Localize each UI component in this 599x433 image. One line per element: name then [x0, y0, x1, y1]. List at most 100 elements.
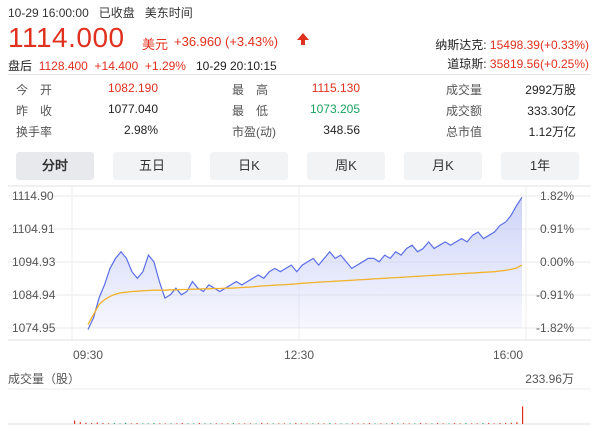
- average-price-line: [87, 264, 523, 325]
- divider: [8, 74, 591, 75]
- volume-bar: [289, 423, 291, 424]
- volume-bar: [471, 423, 473, 424]
- volume-bar: [431, 423, 433, 424]
- after-hours-price: 1128.400: [38, 59, 88, 73]
- y-right-tick: -0.91%: [536, 288, 574, 302]
- volume-bar: [436, 423, 439, 424]
- volume-bar: [363, 423, 365, 424]
- volume-bar: [119, 423, 121, 424]
- index-name: 道琼斯:: [447, 57, 487, 71]
- volume-bar: [244, 423, 246, 424]
- volume-bar: [136, 423, 138, 424]
- volume-bar: [249, 423, 251, 424]
- price-change: +36.960 (+3.43%): [174, 34, 278, 49]
- volume-bar: [266, 423, 268, 424]
- x-tick: 16:00: [493, 348, 523, 362]
- y-left-tick: 1114.90: [12, 189, 54, 203]
- volume-bar: [102, 423, 104, 424]
- y-right-tick: 0.91%: [540, 222, 574, 236]
- volume-bar: [448, 423, 450, 424]
- volume-label: 成交量（股）: [8, 371, 80, 386]
- volume-bar: [488, 423, 490, 424]
- open-value: 1082.190: [107, 81, 158, 95]
- price-area-fill: [88, 197, 522, 330]
- pe-value: 348.56: [323, 123, 360, 137]
- volume-bar: [272, 423, 274, 424]
- y-right-tick: -1.82%: [536, 321, 574, 335]
- volume-bar: [295, 423, 297, 424]
- volume-bar: [255, 423, 257, 424]
- volume-bar: [499, 423, 501, 424]
- price-change-value: +36.960: [174, 34, 222, 49]
- tab-one-year[interactable]: 1年: [501, 152, 579, 180]
- volume-bar: [397, 423, 399, 424]
- high-label: 最 高: [232, 83, 269, 97]
- chart-period-tabs: 分时 五日 日K 周K 月K 1年: [16, 152, 582, 180]
- volume-max-label: 233.96万: [525, 372, 574, 386]
- open-label: 今 开: [16, 83, 53, 97]
- market-status: 已收盘: [98, 6, 135, 20]
- volume-bar: [414, 423, 416, 424]
- price-area: [88, 197, 522, 330]
- volume-bar: [368, 423, 371, 424]
- volume-bar: [522, 406, 524, 424]
- volume-bar: [419, 423, 422, 424]
- turnover-value: 2.98%: [123, 123, 158, 137]
- high-value: 1115.130: [311, 81, 360, 95]
- volume-bar: [261, 423, 263, 424]
- volume-bar: [210, 423, 212, 424]
- tab-five-day[interactable]: 五日: [113, 152, 191, 180]
- volume-bar: [329, 423, 331, 424]
- volume-bar: [176, 423, 178, 424]
- volume-bar: [374, 423, 376, 424]
- volume-bar: [312, 423, 314, 424]
- volume-bar: [147, 423, 149, 424]
- x-axis-ticks: 09:30 12:30 16:00: [73, 348, 523, 362]
- tab-intraday[interactable]: 分时: [16, 152, 94, 180]
- index-nasdaq[interactable]: 纳斯达克: 15498.39(+0.33%): [435, 36, 589, 53]
- current-price: 1114.000: [8, 22, 125, 53]
- volume-bar: [79, 422, 81, 424]
- volume-bar: [482, 423, 484, 424]
- after-hours-label: 盘后: [8, 59, 33, 73]
- volume-bar: [425, 423, 427, 424]
- volume-bar: [232, 423, 234, 424]
- volume-bar: [306, 423, 308, 424]
- volume-bar: [130, 423, 132, 424]
- prev-close-value: 1077.040: [107, 102, 158, 116]
- index-value: 35819.56(+0.25%): [489, 57, 589, 71]
- volume-bar: [476, 423, 478, 424]
- volume-bar: [278, 423, 280, 424]
- volume-bar: [142, 423, 144, 424]
- tab-daily-k[interactable]: 日K: [210, 152, 288, 180]
- volume-bar: [108, 423, 110, 424]
- y-left-tick: 1104.91: [12, 222, 55, 236]
- volume-bar: [125, 422, 127, 424]
- y-left-tick: 1094.93: [12, 255, 56, 269]
- tab-monthly-k[interactable]: 月K: [404, 152, 482, 180]
- chart-lines: [87, 196, 523, 330]
- volume-bar: [408, 423, 410, 424]
- volume-bar: [238, 423, 240, 424]
- volume-bar: [181, 423, 183, 424]
- volume-bar: [323, 423, 325, 424]
- volume-bar: [221, 423, 223, 424]
- volume-bar: [334, 423, 337, 424]
- volume-bar: [459, 423, 461, 424]
- volume-bar: [113, 423, 115, 424]
- volume-bar: [215, 423, 217, 424]
- quote-status-line: 10-29 16:00:00 已收盘 美东时间: [8, 4, 193, 21]
- volume-bar: [317, 423, 319, 424]
- volume-bar: [402, 423, 405, 424]
- volume-bar: [198, 423, 200, 424]
- volume-bar: [505, 423, 507, 424]
- volume-bar: [91, 423, 93, 424]
- index-dow[interactable]: 道琼斯: 35819.56(+0.25%): [447, 55, 589, 72]
- volume-bar: [380, 423, 382, 424]
- volume-bar: [357, 423, 359, 424]
- volume-bar: [85, 422, 87, 424]
- tab-weekly-k[interactable]: 周K: [307, 152, 385, 180]
- amount-value: 333.30亿: [527, 104, 576, 118]
- volume-bar: [340, 423, 342, 424]
- market-cap-label: 总市值: [446, 125, 483, 139]
